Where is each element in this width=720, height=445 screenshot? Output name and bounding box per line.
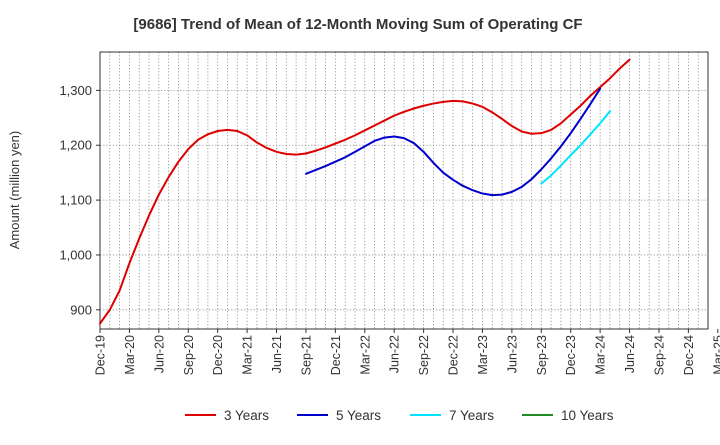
- series-lines: [100, 60, 630, 324]
- x-tick-label: Dec-20: [211, 335, 225, 375]
- x-tick-label: Jun-22: [388, 335, 402, 373]
- y-tick-label: 900: [70, 302, 92, 317]
- legend-label-7-years: 7 Years: [449, 408, 494, 423]
- x-tick-label: Dec-22: [447, 335, 461, 375]
- x-tick-label: Dec-23: [564, 335, 578, 375]
- x-axis: Dec-19 Mar-20 Jun-20 Sep-20 Dec-20 Mar-21 Jun-…: [94, 329, 720, 375]
- x-tick-label: Mar-21: [241, 335, 255, 375]
- legend-label-5-years: 5 Years: [336, 408, 381, 423]
- x-tick-label: Jun-23: [505, 335, 519, 373]
- x-tick-label: Sep-21: [299, 335, 313, 375]
- x-tick-label: Jun-24: [623, 335, 637, 373]
- y-tick-label: 1,000: [59, 247, 92, 262]
- legend: 3 Years 5 Years 7 Years 10 Years: [185, 408, 614, 423]
- x-tick-label: Mar-20: [123, 335, 137, 375]
- x-tick-label: Sep-22: [417, 335, 431, 375]
- x-tick-label: Sep-24: [652, 335, 666, 375]
- x-tick-label: Jun-20: [152, 335, 166, 373]
- x-tick-label: Dec-24: [682, 335, 696, 375]
- x-tick-label: Mar-25: [711, 335, 720, 375]
- x-tick-label: Dec-19: [94, 335, 108, 375]
- y-tick-label: 1,300: [59, 83, 92, 98]
- y-tick-label: 1,100: [59, 193, 92, 208]
- chart-title: [9686] Trend of Mean of 12-Month Moving …: [133, 16, 582, 33]
- y-tick-label: 1,200: [59, 138, 92, 153]
- x-tick-label: Sep-20: [182, 335, 196, 375]
- y-axis: 900 1,000 1,100 1,200 1,300: [59, 83, 100, 317]
- legend-label-10-years: 10 Years: [561, 408, 614, 423]
- grid: [100, 52, 708, 329]
- x-tick-label: Dec-21: [329, 335, 343, 375]
- x-tick-label: Jun-21: [270, 335, 284, 373]
- series-line-3-years: [100, 60, 630, 324]
- y-axis-label: Amount (million yen): [7, 131, 22, 250]
- x-tick-label: Sep-23: [535, 335, 549, 375]
- x-tick-label: Mar-24: [594, 335, 608, 375]
- x-tick-label: Mar-22: [358, 335, 372, 375]
- legend-label-3-years: 3 Years: [224, 408, 269, 423]
- series-line-7-years: [541, 111, 610, 183]
- x-tick-label: Mar-23: [476, 335, 490, 375]
